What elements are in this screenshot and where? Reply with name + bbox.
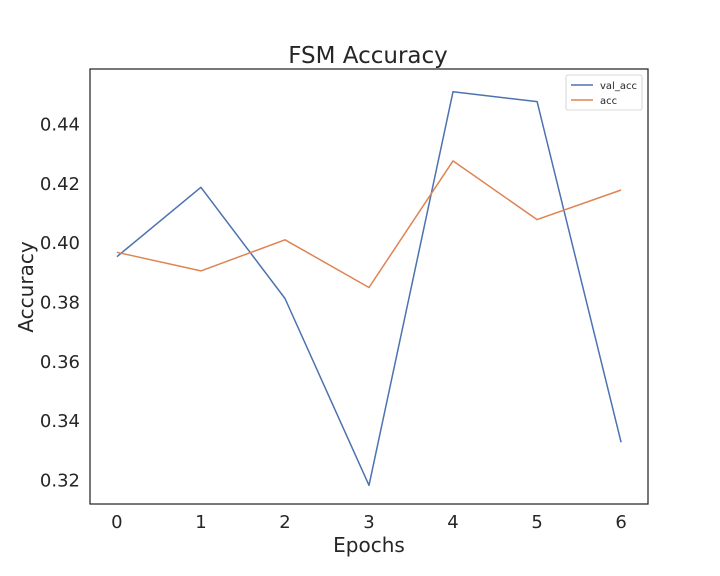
legend-label-val-acc: val_acc (600, 81, 637, 92)
x-axis-label: Epochs (333, 533, 405, 557)
y-tick-label: 0.36 (40, 352, 80, 373)
y-axis-ticks: 0.32 0.34 0.36 0.38 0.40 0.42 0.44 (40, 115, 80, 492)
plot-area-frame (89, 68, 649, 505)
legend-label-acc: acc (600, 96, 617, 107)
y-tick-label: 0.44 (40, 115, 80, 136)
y-tick-label: 0.40 (40, 233, 80, 254)
legend: val_acc acc (565, 74, 643, 111)
series-line-acc (116, 160, 622, 289)
x-tick-label: 2 (279, 512, 290, 533)
legend-box (565, 74, 643, 111)
y-tick-label: 0.32 (40, 470, 80, 491)
x-axis-ticks: 0 1 2 3 4 5 6 (111, 512, 627, 533)
y-axis-label: Accuracy (14, 241, 38, 332)
y-tick-label: 0.38 (40, 292, 80, 313)
x-tick-label: 0 (111, 512, 122, 533)
series-layer (116, 91, 622, 487)
x-tick-label: 5 (531, 512, 542, 533)
series-line-val-acc (116, 91, 622, 487)
chart-title: FSM Accuracy (288, 43, 448, 69)
x-tick-label: 4 (447, 512, 458, 533)
y-tick-label: 0.34 (40, 411, 80, 432)
x-tick-label: 1 (195, 512, 206, 533)
x-tick-label: 6 (615, 512, 626, 533)
y-tick-label: 0.42 (40, 174, 80, 195)
x-tick-label: 3 (363, 512, 374, 533)
